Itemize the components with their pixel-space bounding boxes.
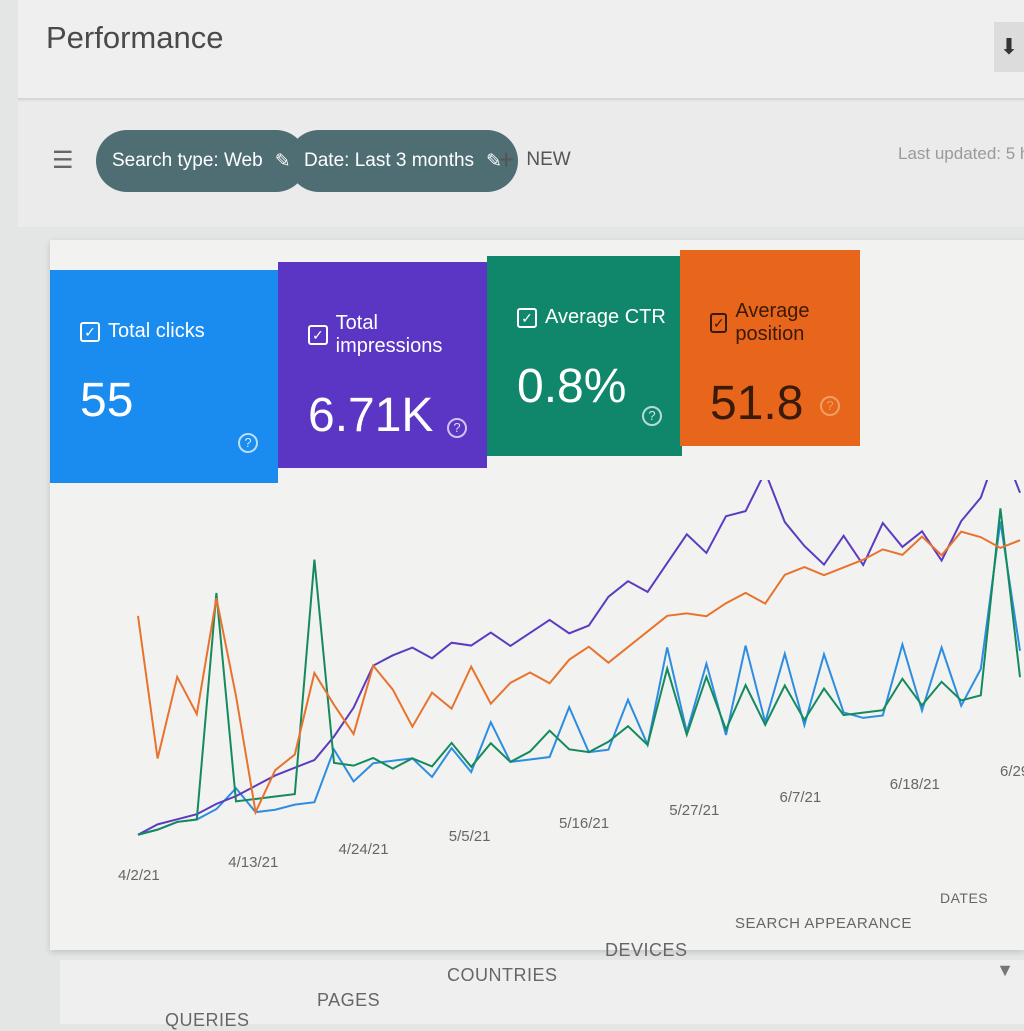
metric-average-position[interactable]: ✓ Average position 51.8 ? [680, 250, 860, 446]
tab-countries[interactable]: COUNTRIES [447, 965, 558, 985]
header-bar: Performance ⬇ [18, 0, 1024, 100]
metric-label: Total impressions [335, 312, 443, 357]
filter-bar: ☰ Search type: Web ✎ Date: Last 3 months ✎… [18, 102, 1024, 227]
tab-dates[interactable]: DATES [940, 890, 989, 906]
checkbox-icon[interactable]: ✓ [710, 313, 728, 333]
series-line-average-ctr [137, 508, 1021, 836]
tab-search-appearance[interactable]: SEARCH APPEARANCE [735, 915, 912, 932]
metric-average-ctr[interactable]: ✓ Average CTR 0.8% ? [487, 256, 682, 456]
tab-devices[interactable]: DEVICES [605, 940, 688, 960]
x-tick-label: 5/27/21 [669, 802, 719, 819]
performance-card: ✓ Total clicks 55 ? ✓ Total impressions 6.… [50, 240, 1024, 950]
pencil-icon: ✎ [486, 150, 502, 172]
page-title: Performance [46, 20, 224, 55]
series-line-total-impressions [137, 480, 1021, 836]
help-icon[interactable]: ? [642, 406, 662, 426]
metric-value: 51.8 [710, 377, 804, 430]
series-line-average-position [137, 530, 1021, 816]
checkbox-icon[interactable]: ✓ [308, 325, 328, 345]
metric-label: Average position [735, 300, 810, 345]
tab-queries[interactable]: QUERIES [165, 1010, 250, 1030]
dimension-tabs: QUERIES PAGES COUNTRIES DEVICES SEARCH A… [60, 890, 1024, 1030]
x-tick-label: 4/24/21 [339, 841, 389, 858]
download-icon[interactable]: ⬇ [994, 22, 1024, 72]
date-chip[interactable]: Date: Last 3 months ✎ [288, 130, 518, 192]
metric-total-impressions[interactable]: ✓ Total impressions 6.71K ? [278, 262, 487, 468]
series-line-total-clicks [137, 521, 1021, 836]
x-tick-label: 4/13/21 [228, 854, 278, 871]
checkbox-icon[interactable]: ✓ [517, 307, 537, 328]
table-filter-icon[interactable]: ▼ [996, 960, 1014, 980]
metric-value: 55 [80, 374, 134, 427]
help-icon[interactable]: ? [820, 396, 840, 416]
x-tick-label: 4/2/21 [118, 867, 160, 884]
plus-icon: + [498, 144, 515, 175]
checkbox-icon[interactable]: ✓ [80, 321, 100, 342]
filter-icon[interactable]: ☰ [52, 147, 74, 174]
x-tick-label: 6/7/21 [780, 789, 822, 806]
performance-chart: 4/2/21 4/13/21 4/24/21 5/5/21 5/16/21 5/27/21… [118, 480, 1024, 884]
pencil-icon: ✎ [274, 150, 291, 172]
x-tick-label: 5/16/21 [559, 815, 609, 832]
new-label: NEW [526, 149, 571, 170]
metric-value: 0.8% [517, 360, 627, 413]
x-tick-label: 5/5/21 [449, 828, 491, 845]
last-updated: Last updated: 5 hour [898, 144, 1024, 163]
search-type-chip[interactable]: Search type: Web ✎ [96, 130, 307, 192]
tab-pages[interactable]: PAGES [317, 990, 381, 1010]
metric-total-clicks[interactable]: ✓ Total clicks 55 ? [50, 270, 278, 483]
help-icon[interactable]: ? [447, 418, 467, 438]
new-filter-button[interactable]: + NEW [498, 144, 571, 176]
metric-label: Average CTR [545, 306, 666, 328]
chip-label: Date: Last 3 months [304, 150, 475, 171]
x-tick-label: 6/29/21 [1000, 763, 1024, 780]
chip-label: Search type: Web [112, 150, 263, 171]
x-tick-label: 6/18/21 [890, 776, 940, 793]
metric-label: Total clicks [108, 320, 205, 342]
help-icon[interactable]: ? [238, 433, 258, 453]
metric-value: 6.71K [308, 389, 434, 442]
